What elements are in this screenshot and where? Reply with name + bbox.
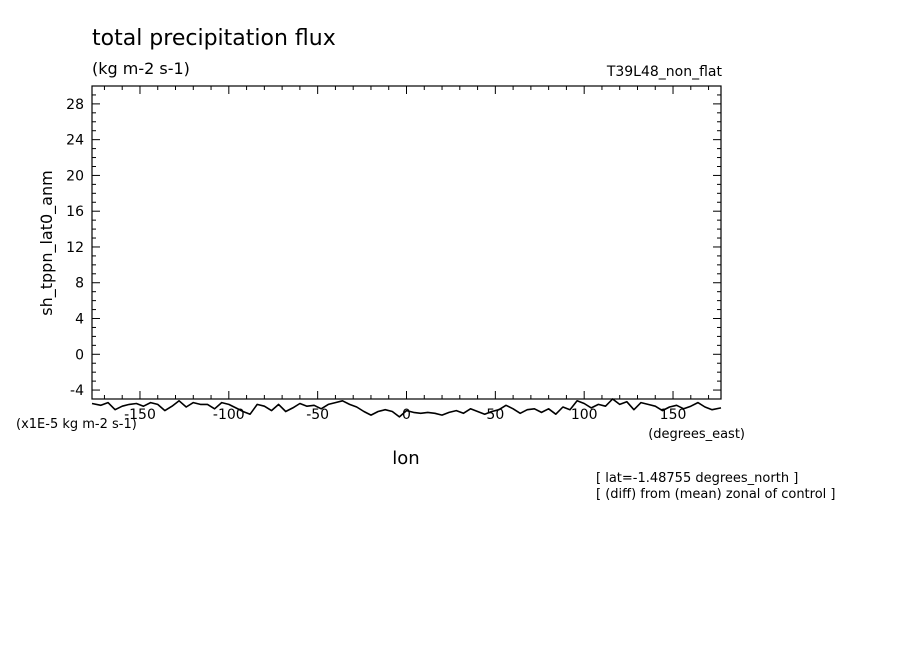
x-tick-label: 0 <box>402 407 411 423</box>
chart-title: total precipitation flux <box>92 26 336 51</box>
series-layer <box>91 398 722 418</box>
y-scale-label: (x1E-5 kg m-2 s-1) <box>16 417 137 432</box>
y-tick-label: 8 <box>75 276 84 292</box>
x-tick-label: -50 <box>306 407 329 423</box>
y-tick-label: 4 <box>75 312 84 328</box>
y-tick-label: 28 <box>66 97 84 113</box>
y-tick-label: 12 <box>66 240 84 256</box>
y-tick-label: -4 <box>70 383 84 399</box>
y-axis-label: sh_tppn_lat0_anm <box>37 170 57 315</box>
x-tick-label: -100 <box>213 407 245 423</box>
x-axis-label: lon <box>392 448 419 469</box>
chart-subtitle: (kg m-2 s-1) <box>92 59 190 78</box>
run-label: T39L48_non_flat <box>606 64 723 80</box>
y-tick-label: 0 <box>75 347 84 363</box>
x-units-label: (degrees_east) <box>648 427 745 442</box>
x-tick-label: 150 <box>660 407 687 423</box>
note-latitude: [ lat=-1.48755 degrees_north ] <box>596 471 798 486</box>
x-tick-label: -150 <box>124 407 156 423</box>
x-tick-label: 100 <box>571 407 598 423</box>
y-tick-label: 20 <box>66 168 84 184</box>
series-line-0 <box>91 398 722 418</box>
y-axis-ticks: -4 0 4 8 12 16 20 24 28 <box>66 85 721 400</box>
x-axis-ticks: -150 -100 -50 0 50 100 150 <box>103 86 710 423</box>
x-tick-label: 50 <box>486 407 504 423</box>
y-tick-label: 24 <box>66 133 84 149</box>
note-diff: [ (diff) from (mean) zonal of control ] <box>596 487 835 502</box>
y-tick-label: 16 <box>66 204 84 220</box>
plot-frame <box>91 85 722 400</box>
